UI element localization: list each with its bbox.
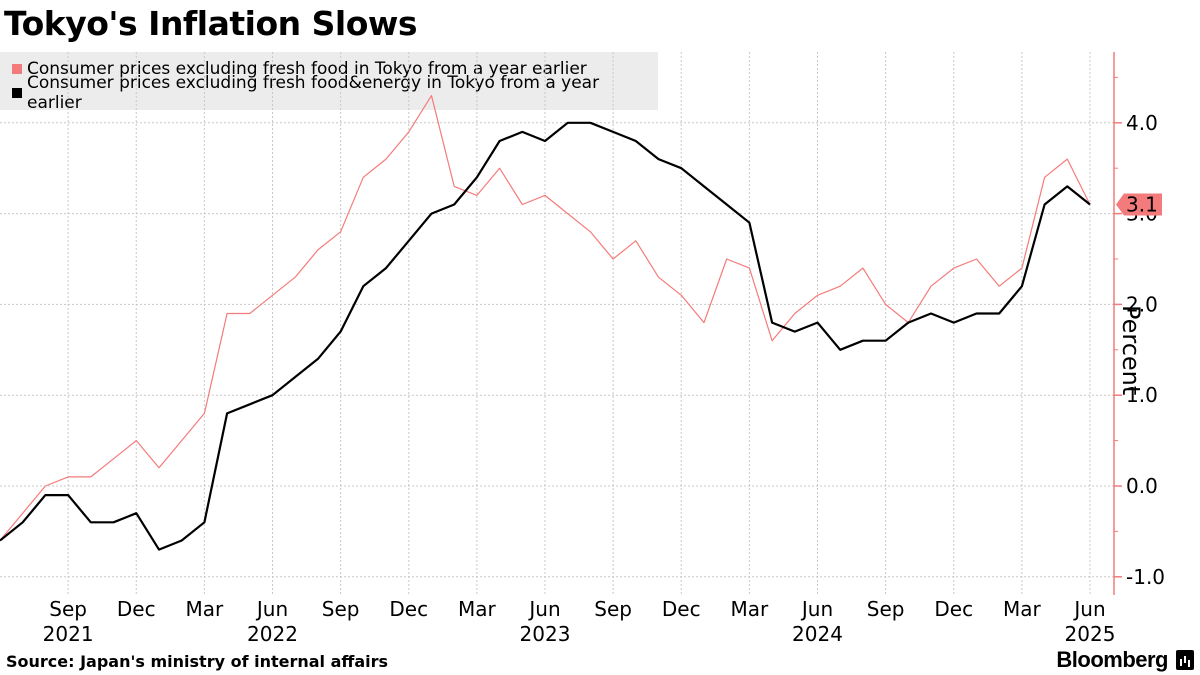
x-tick-label-year: 2021 xyxy=(43,622,94,646)
x-tick-label-year: 2023 xyxy=(520,622,571,646)
x-tick-label-month: Jun xyxy=(255,597,288,621)
last-value-label: 3.1 xyxy=(1126,193,1158,217)
x-tick-label-year: 2022 xyxy=(247,622,298,646)
line-chart: -1.00.01.02.03.04.0Sep2021DecMarJun2022S… xyxy=(0,0,1200,675)
x-tick-label-month: Sep xyxy=(867,597,905,621)
y-axis-label: Percent xyxy=(1117,305,1145,395)
x-tick-label-month: Mar xyxy=(731,597,770,621)
bloomberg-logo: Bloomberg xyxy=(1056,647,1168,673)
x-tick-label-month: Mar xyxy=(186,597,225,621)
x-tick-label-year: 2024 xyxy=(792,622,843,646)
x-tick-label-month: Mar xyxy=(1003,597,1042,621)
x-tick-label-month: Jun xyxy=(527,597,560,621)
x-tick-label-month: Mar xyxy=(458,597,497,621)
x-tick-label-month: Jun xyxy=(1072,597,1105,621)
x-tick-label-month: Sep xyxy=(594,597,632,621)
x-tick-label-month: Dec xyxy=(117,597,156,621)
bloomberg-terminal-icon xyxy=(1176,650,1194,670)
y-tick-label: 4.0 xyxy=(1126,111,1158,135)
y-tick-label: -1.0 xyxy=(1126,565,1165,589)
y-tick-label: 0.0 xyxy=(1126,474,1158,498)
x-tick-label-month: Dec xyxy=(934,597,973,621)
x-tick-label-month: Dec xyxy=(662,597,701,621)
x-tick-label-month: Jun xyxy=(800,597,833,621)
source-note: Source: Japan's ministry of internal aff… xyxy=(6,652,388,671)
x-tick-label-month: Sep xyxy=(322,597,360,621)
x-tick-label-month: Sep xyxy=(49,597,87,621)
x-tick-label-year: 2025 xyxy=(1065,622,1116,646)
x-tick-label-month: Dec xyxy=(389,597,428,621)
